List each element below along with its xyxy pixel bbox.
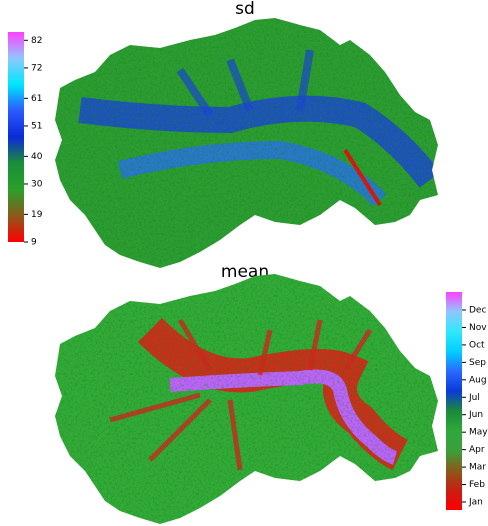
map-title: sd — [235, 0, 255, 19]
tick-label: Aug — [469, 375, 487, 385]
tick-label: Nov — [469, 323, 487, 333]
tick-label: 72 — [31, 63, 42, 73]
mean-map — [50, 270, 445, 526]
tick-label: 9 — [31, 238, 37, 248]
map-figure: sd mean 919304051617282JanFebMarAprMayJu… — [0, 0, 488, 526]
tick-label: 82 — [31, 36, 42, 46]
tick-label: Jul — [468, 393, 480, 403]
tick-label: Dec — [469, 306, 486, 316]
tick-label: Jan — [468, 498, 483, 508]
tick-label: Feb — [469, 480, 485, 490]
sd-map — [50, 15, 445, 275]
colorbar — [8, 32, 24, 242]
colorbar — [446, 292, 462, 510]
tick-label: 51 — [31, 121, 42, 131]
tick-label: Mar — [469, 463, 486, 473]
tick-label: 19 — [31, 210, 43, 220]
tick-label: 40 — [31, 152, 43, 162]
tick-label: Apr — [469, 445, 485, 455]
tick-label: 61 — [31, 94, 42, 104]
tick-label: Jun — [468, 410, 483, 420]
tick-label: Sep — [469, 358, 486, 368]
tick-label: 30 — [31, 179, 43, 189]
tick-label: Oct — [469, 340, 485, 350]
tick-label: May — [469, 428, 488, 438]
